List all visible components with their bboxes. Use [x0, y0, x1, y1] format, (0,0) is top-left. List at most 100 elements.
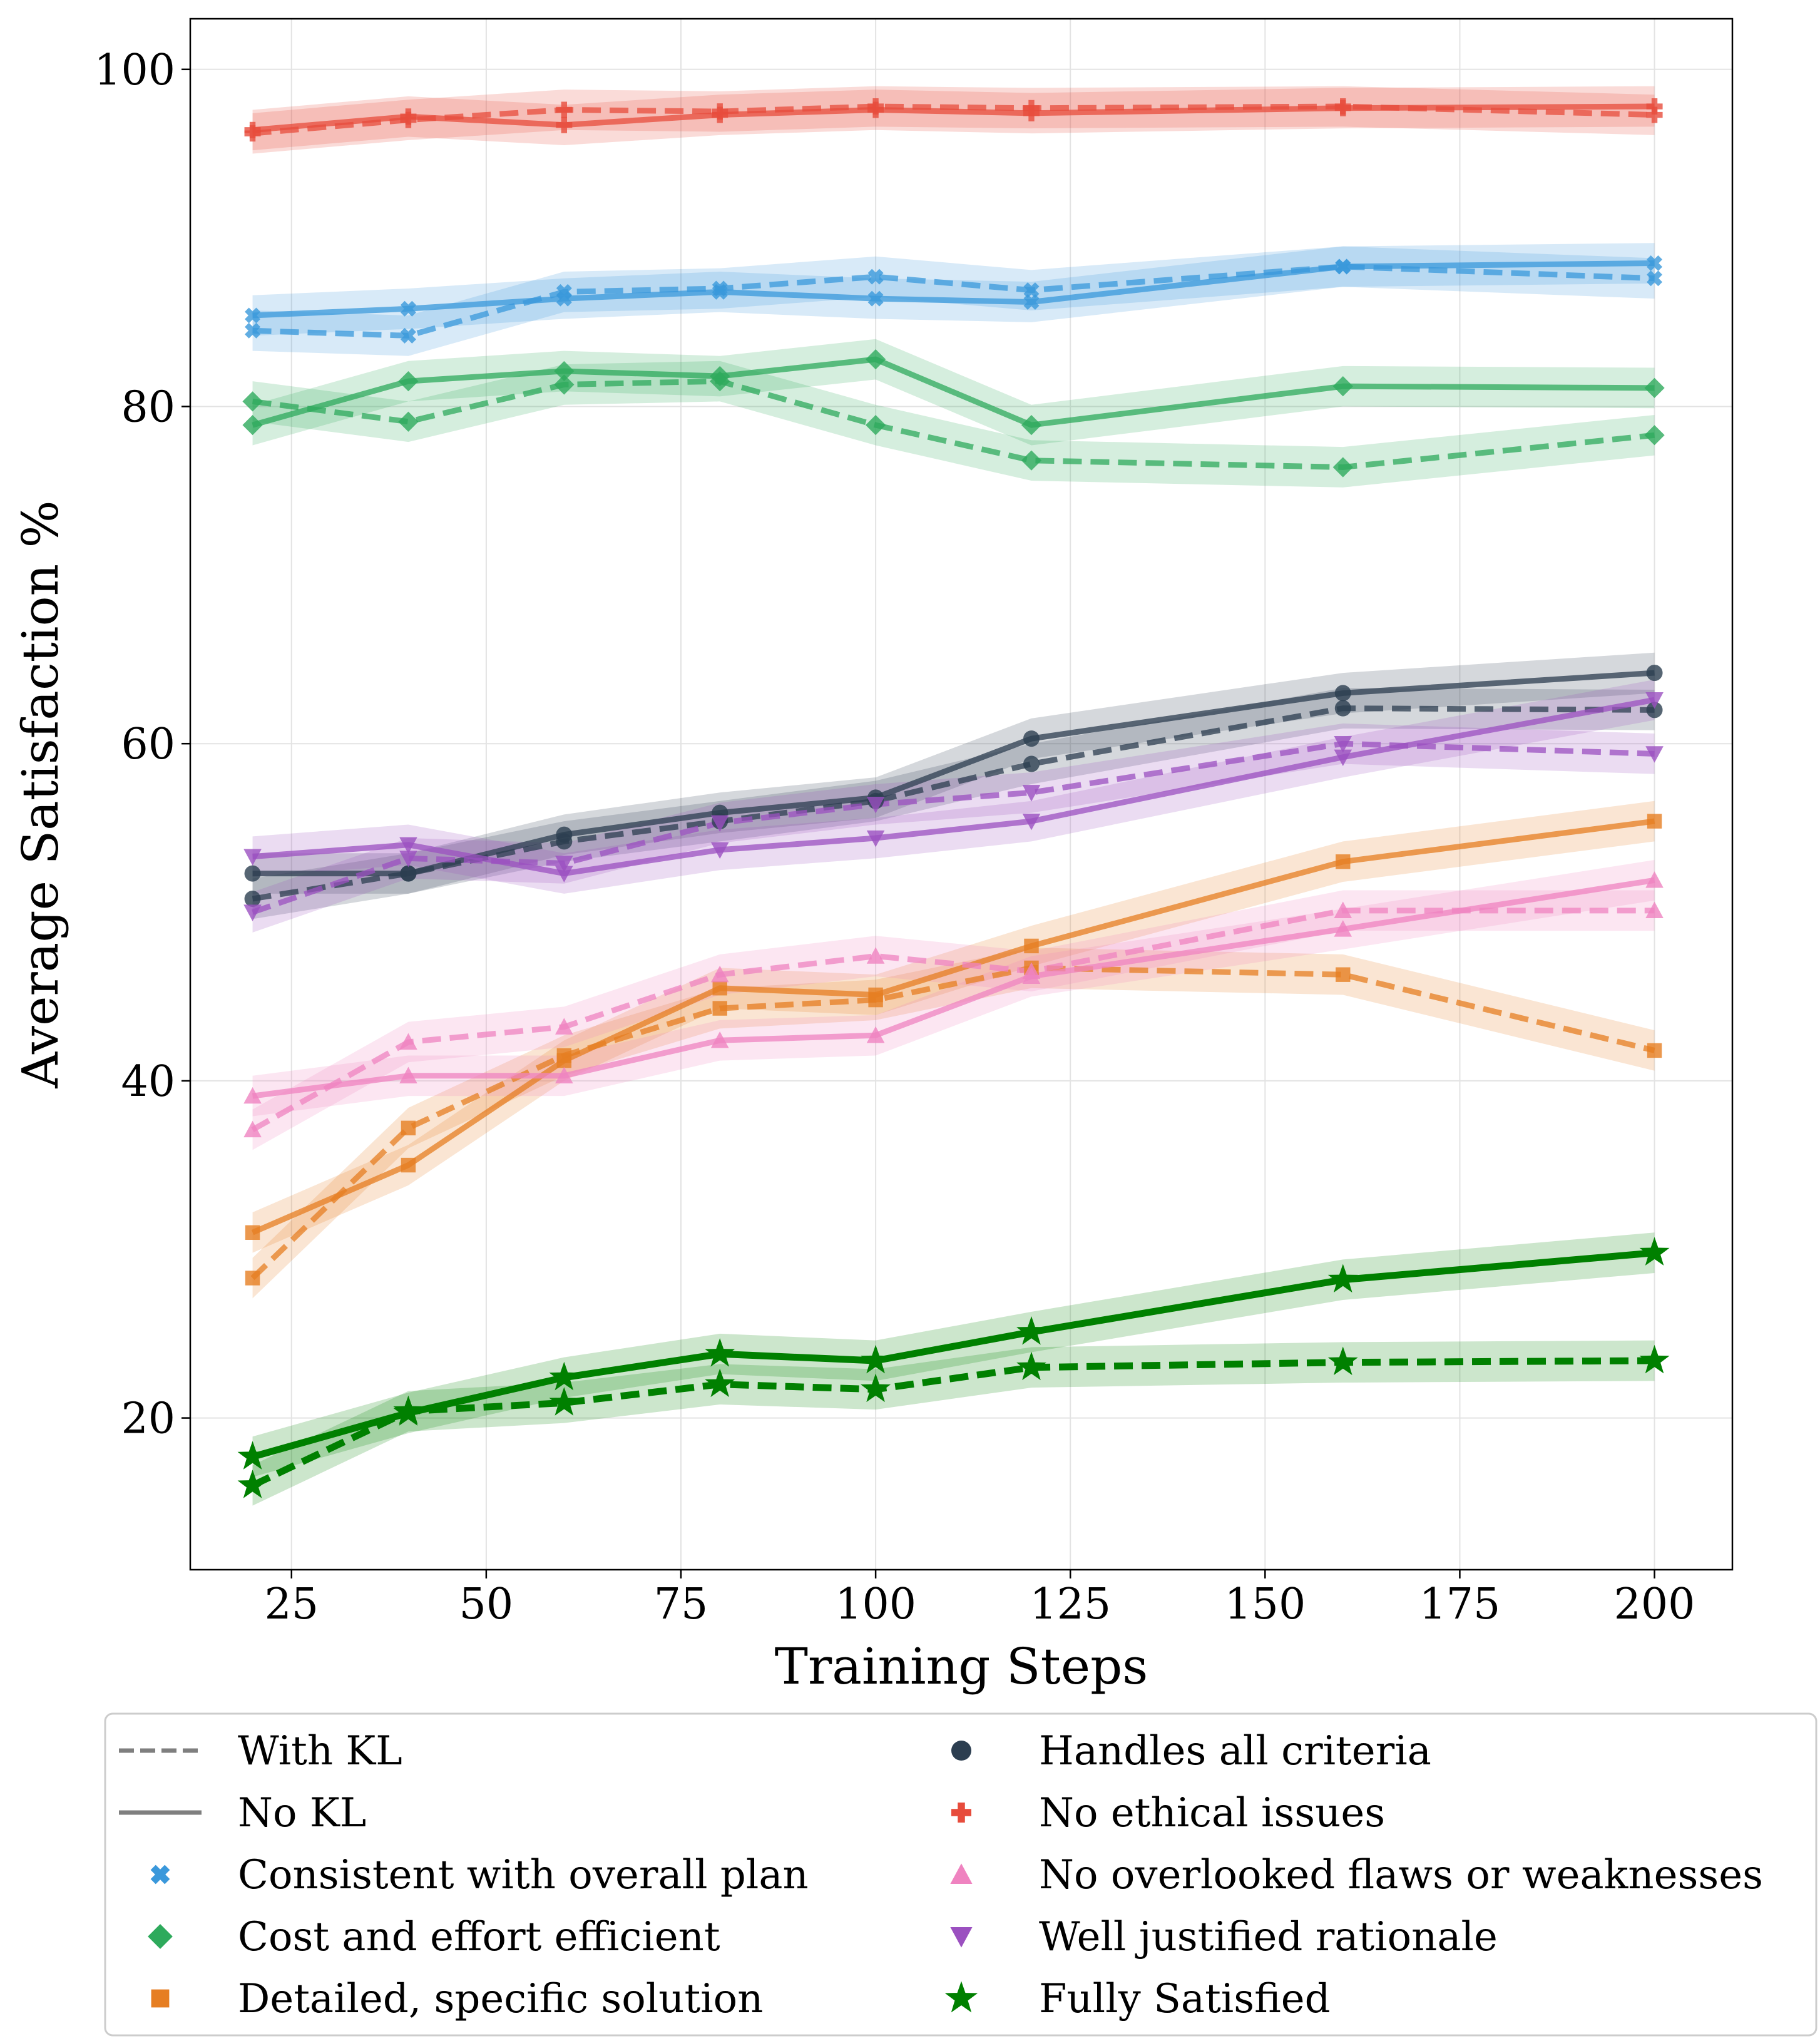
marker-detailed-specific-solution-with_kl [712, 1001, 727, 1016]
line-consistent-with-overall-plan-with_kl [252, 263, 1655, 339]
x-tick-label: 175 [1419, 1580, 1501, 1629]
marker-no-ethical-issues-with_kl [556, 101, 573, 118]
x-tick-label: 125 [1030, 1580, 1111, 1629]
marker-cost-and-effort-efficient-no_kl [1644, 377, 1665, 398]
marker-cost-and-effort-efficient-with_kl [1021, 450, 1042, 471]
legend-label: No overlooked flaws or weaknesses [1039, 1852, 1763, 1898]
series-markers [237, 98, 1670, 1498]
marker-detailed-specific-solution-no_kl [556, 1053, 572, 1068]
marker-fully-satisfied-with_kl [705, 1368, 735, 1398]
marker-no-overlooked-flaws-or-weaknesses-with_kl [866, 947, 885, 964]
marker-no-ethical-issues-no_kl [1646, 98, 1663, 115]
marker-cost-and-effort-efficient-with_kl [398, 411, 419, 432]
axis-ticks: 25 50 75 100 125 150 175 200 20 40 60 80 100 [94, 46, 1695, 1629]
y-tick-label: 60 [121, 720, 175, 769]
marker-consistent-with-overall-plan-with_kl [400, 327, 416, 344]
marker-well-justified-rationale-with_kl [710, 815, 729, 832]
marker-cost-and-effort-efficient-with_kl [242, 391, 263, 412]
marker-no-ethical-issues-no_kl [712, 106, 729, 123]
legend-label: Cost and effort efficient [238, 1914, 720, 1960]
marker-well-justified-rationale-no_kl [1645, 692, 1664, 709]
marker-well-justified-rationale-with_kl [866, 797, 885, 814]
x-tick-label: 25 [265, 1580, 319, 1629]
marker-consistent-with-overall-plan-no_kl [867, 290, 884, 307]
band-no-ethical-issues-with_kl [252, 86, 1655, 154]
marker-handles-all-criteria-no_kl [1646, 665, 1663, 682]
legend-label: Consistent with overall plan [238, 1852, 809, 1898]
marker-detailed-specific-solution-no_kl [401, 1157, 416, 1173]
y-tick-label: 100 [94, 46, 175, 95]
marker-no-overlooked-flaws-or-weaknesses-with_kl [1334, 901, 1352, 919]
marker-detailed-specific-solution-no_kl [712, 981, 727, 996]
band-well-justified-rationale-with_kl [252, 723, 1655, 933]
marker-well-justified-rationale-no_kl [710, 842, 729, 859]
marker-consistent-with-overall-plan-no_kl [400, 300, 416, 317]
marker-no-overlooked-flaws-or-weaknesses-no_kl [399, 1067, 417, 1083]
legend-marker-fully-satisfied [944, 1981, 978, 2013]
marker-fully-satisfied-with_kl [549, 1387, 580, 1416]
marker-no-overlooked-flaws-or-weaknesses-with_kl [710, 965, 729, 983]
band-fully-satisfied-no_kl [252, 1232, 1655, 1477]
band-no-overlooked-flaws-or-weaknesses-with_kl [252, 890, 1655, 1150]
band-handles-all-criteria-no_kl [252, 652, 1655, 894]
marker-handles-all-criteria-with_kl [1334, 700, 1351, 717]
marker-cost-and-effort-efficient-no_kl [865, 349, 886, 370]
marker-well-justified-rationale-with_kl [1645, 746, 1664, 763]
marker-well-justified-rationale-no_kl [1334, 749, 1352, 767]
marker-detailed-specific-solution-no_kl [1647, 814, 1662, 829]
line-fully-satisfied-no_kl [252, 1249, 1655, 1460]
marker-well-justified-rationale-no_kl [399, 837, 417, 854]
marker-detailed-specific-solution-no_kl [245, 1225, 260, 1240]
series-lines [250, 103, 1655, 1489]
marker-no-overlooked-flaws-or-weaknesses-with_kl [243, 1120, 262, 1138]
marker-consistent-with-overall-plan-no_kl [1023, 294, 1040, 310]
line-no-ethical-issues-no_kl [252, 103, 1655, 133]
marker-no-overlooked-flaws-or-weaknesses-no_kl [555, 1067, 573, 1083]
y-tick-label: 40 [121, 1057, 175, 1107]
band-fully-satisfied-with_kl [252, 1340, 1655, 1506]
marker-fully-satisfied-no_kl [861, 1344, 891, 1374]
marker-detailed-specific-solution-with_kl [1336, 967, 1351, 982]
marker-no-overlooked-flaws-or-weaknesses-no_kl [243, 1087, 262, 1104]
marker-fully-satisfied-no_kl [549, 1361, 580, 1391]
line-cost-and-effort-efficient-no_kl [252, 356, 1655, 428]
marker-detailed-specific-solution-with_kl [1647, 1043, 1662, 1058]
x-tick-label: 50 [459, 1580, 514, 1629]
line-no-overlooked-flaws-or-weaknesses-with_kl [251, 908, 1655, 1132]
marker-handles-all-criteria-no_kl [1334, 685, 1351, 702]
marker-detailed-specific-solution-no_kl [1336, 854, 1351, 869]
marker-cost-and-effort-efficient-no_kl [398, 371, 419, 392]
legend-label: Fully Satisfied [1039, 1976, 1331, 2022]
marker-no-overlooked-flaws-or-weaknesses-with_kl [1645, 901, 1664, 919]
marker-fully-satisfied-no_kl [393, 1397, 424, 1426]
legend-label: No KL [238, 1790, 366, 1836]
legend-marker-handles-all-criteria [951, 1741, 971, 1761]
marker-well-justified-rationale-with_kl [1022, 785, 1041, 802]
marker-cost-and-effort-efficient-no_kl [1021, 415, 1042, 436]
legend-label: Handles all criteria [1039, 1728, 1431, 1774]
marker-fully-satisfied-no_kl [705, 1338, 735, 1367]
y-axis-label: Average Satisfaction % [11, 500, 69, 1088]
marker-well-justified-rationale-no_kl [1022, 813, 1041, 831]
marker-well-justified-rationale-with_kl [243, 904, 262, 921]
marker-consistent-with-overall-plan-with_kl [867, 269, 884, 285]
marker-well-justified-rationale-no_kl [243, 849, 262, 866]
marker-consistent-with-overall-plan-with_kl [245, 322, 261, 339]
band-cost-and-effort-efficient-with_kl [252, 361, 1655, 488]
marker-handles-all-criteria-no_kl [244, 865, 261, 882]
marker-fully-satisfied-with_kl [237, 1470, 268, 1498]
plot-frame [189, 18, 1734, 1571]
marker-handles-all-criteria-with_kl [1646, 702, 1663, 719]
marker-well-justified-rationale-with_kl [1334, 736, 1352, 753]
marker-well-justified-rationale-no_kl [555, 866, 573, 882]
legend-marker-no-overlooked-flaws-or-weaknesses [950, 1863, 973, 1884]
marker-fully-satisfied-no_kl [1327, 1264, 1358, 1293]
marker-fully-satisfied-no_kl [237, 1441, 268, 1470]
legend-marker-well-justified-rationale [950, 1927, 973, 1948]
legend-label: With KL [238, 1728, 402, 1774]
x-tick-label: 150 [1224, 1580, 1306, 1629]
legend-label: No ethical issues [1039, 1790, 1385, 1836]
legend-marker-detailed-specific-solution [151, 1989, 170, 2008]
band-detailed-specific-solution-no_kl [252, 801, 1655, 1253]
marker-detailed-specific-solution-with_kl [401, 1120, 416, 1136]
